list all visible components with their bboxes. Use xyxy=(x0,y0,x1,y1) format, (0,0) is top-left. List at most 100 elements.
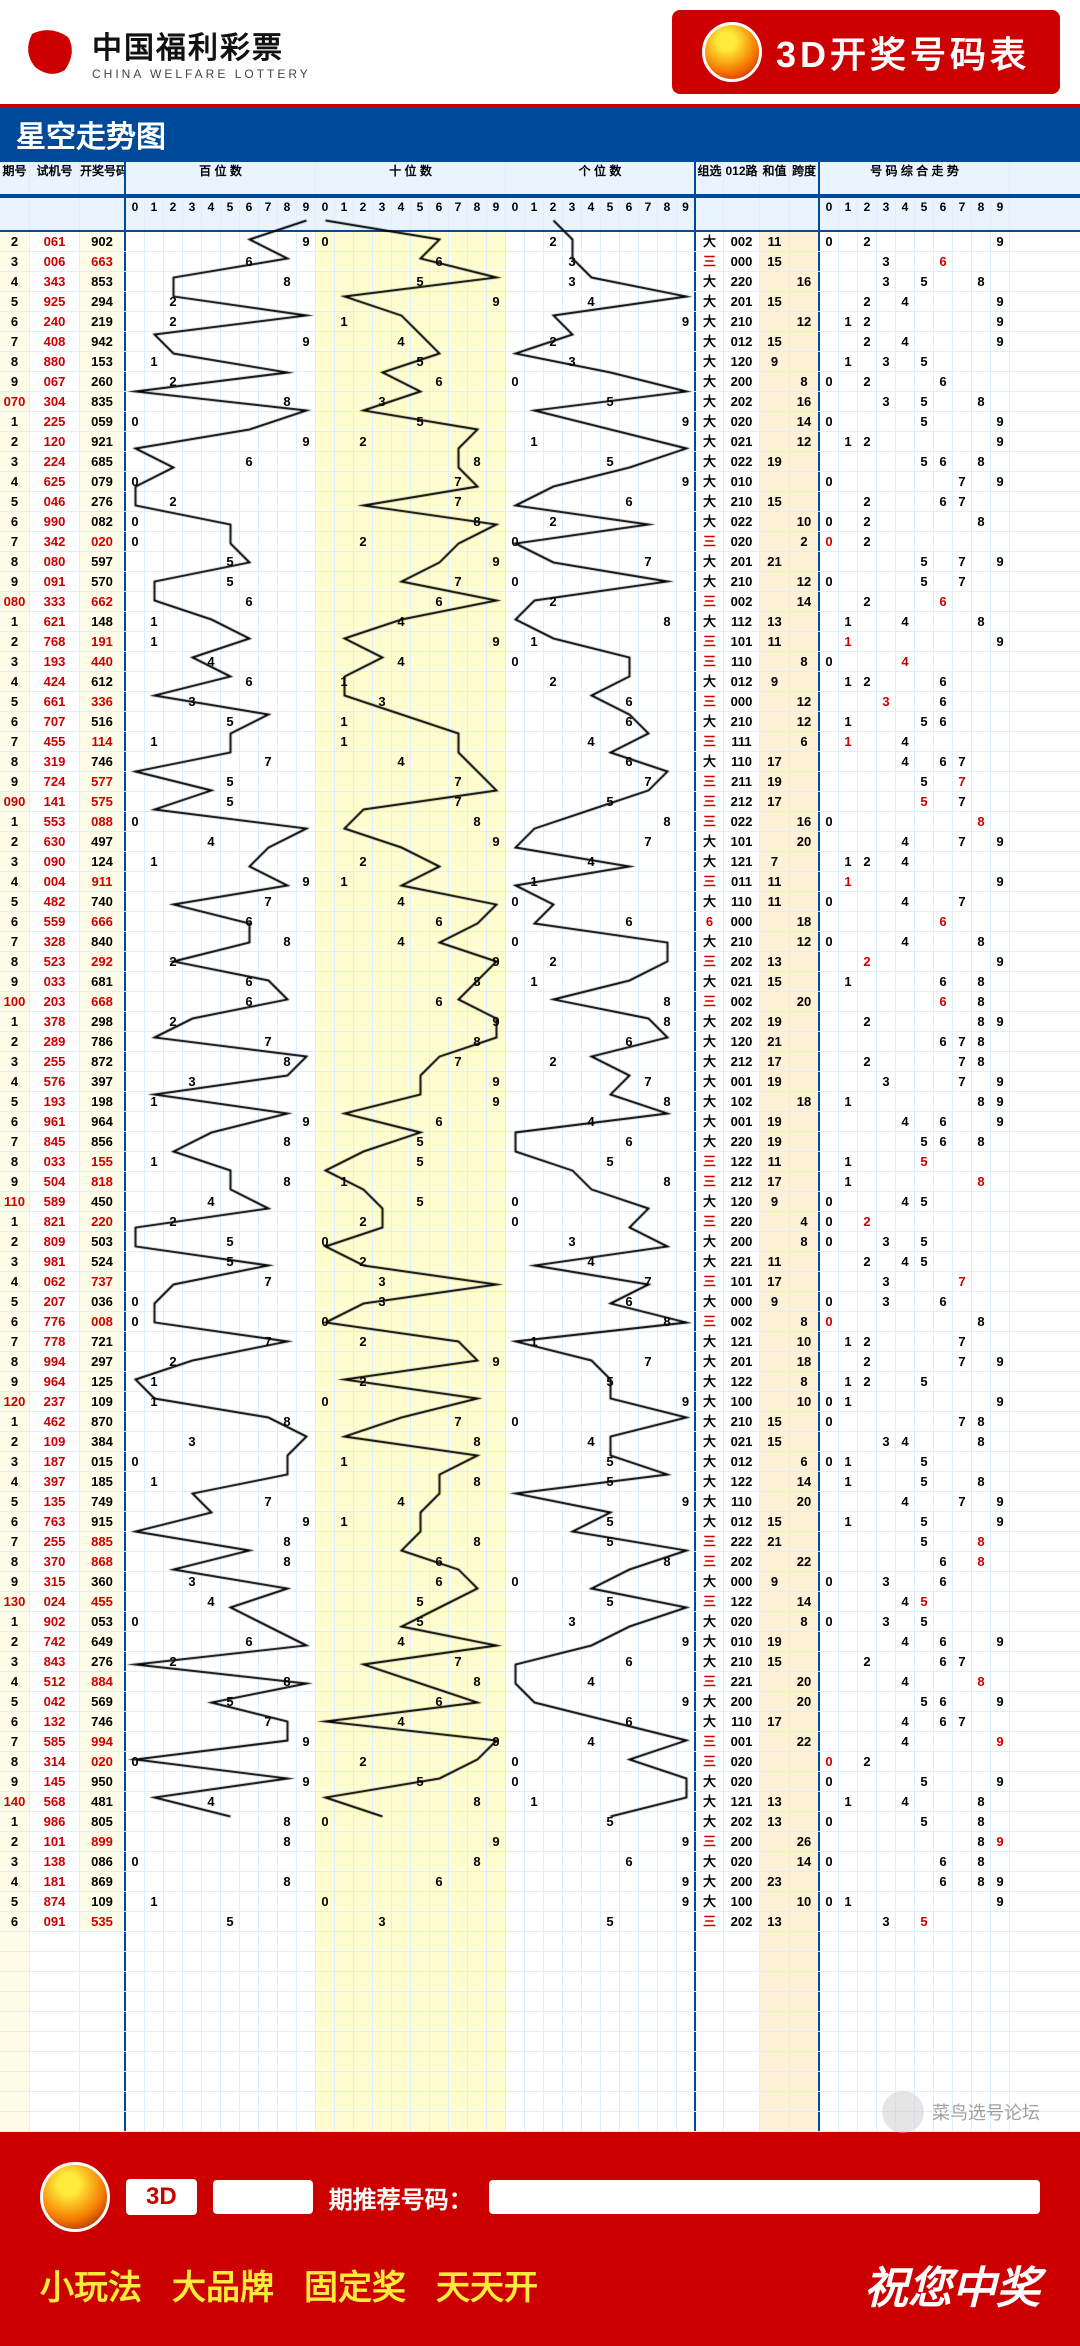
table-row: 5925294294大20115249 xyxy=(0,292,1080,312)
table-row: 7408942942大01215249 xyxy=(0,332,1080,352)
table-row: 1462870870大21015078 xyxy=(0,1412,1080,1432)
table-row: 3981524524大22111245 xyxy=(0,1252,1080,1272)
table-row: 7455114114三111614 xyxy=(0,732,1080,752)
table-row: 9315360360大0009036 xyxy=(0,1572,1080,1592)
table-row: 3224685685大02219568 xyxy=(0,452,1080,472)
table-row: 5135749749大11020479 xyxy=(0,1492,1080,1512)
table-row: 9091570570大21012057 xyxy=(0,572,1080,592)
table-row: 65596666666000186 xyxy=(0,912,1080,932)
table-row: 130024455455三1221445 xyxy=(0,1592,1080,1612)
footer-3d-icon xyxy=(40,2162,110,2232)
col-shi-group: 十 位 数 xyxy=(316,162,506,194)
table-row: 9724577577三2111957 xyxy=(0,772,1080,792)
table-row: 4343853853大22016358 xyxy=(0,272,1080,292)
table-row: 070304835835大20216358 xyxy=(0,392,1080,412)
table-row: 7342020020三020202 xyxy=(0,532,1080,552)
table-row: 1553088088三0221608 xyxy=(0,812,1080,832)
logo-title-zh: 中国福利彩票 xyxy=(92,23,311,67)
slogan: 小玩法 大品牌 固定奖 天天开 xyxy=(40,2260,538,2309)
table-row: 6763915915大01215159 xyxy=(0,1512,1080,1532)
logo-title-en: CHINA WELFARE LOTTERY xyxy=(92,67,311,81)
table-row: 1986805805大20213058 xyxy=(0,1812,1080,1832)
3d-ball-icon xyxy=(702,22,762,82)
table-row: 3138086086大02014068 xyxy=(0,1852,1080,1872)
table-row: 100203668668三0022068 xyxy=(0,992,1080,1012)
page-header: 中国福利彩票 CHINA WELFARE LOTTERY 3D开奖号码表 xyxy=(0,0,1080,108)
table-row: 2101899899三2002689 xyxy=(0,1832,1080,1852)
table-row: 2768191191三1011119 xyxy=(0,632,1080,652)
table-row: 140568481481大12113148 xyxy=(0,1792,1080,1812)
table-row: 6990082082大02210028 xyxy=(0,512,1080,532)
table-row: 4625079079大010079 xyxy=(0,472,1080,492)
watermark-icon xyxy=(882,2091,924,2133)
table-row: 8370868868三2022268 xyxy=(0,1552,1080,1572)
logo-block: 中国福利彩票 CHINA WELFARE LOTTERY xyxy=(20,22,311,82)
col-kuadu: 跨度 xyxy=(790,162,820,194)
col-draw: 开奖号码 xyxy=(80,162,126,194)
table-row: 5046276276大21015267 xyxy=(0,492,1080,512)
table-row: 8994297297大20118279 xyxy=(0,1352,1080,1372)
table-row: 2630497497大10120479 xyxy=(0,832,1080,852)
table-row: 7585994994三0012249 xyxy=(0,1732,1080,1752)
table-row: 7778721721大12110127 xyxy=(0,1332,1080,1352)
table-row: 4004911911三0111119 xyxy=(0,872,1080,892)
table-row: 7845856856大22019568 xyxy=(0,1132,1080,1152)
table-row: 6707516516大21012156 xyxy=(0,712,1080,732)
footer-top: 3D 期推荐号码： xyxy=(40,2162,1040,2232)
wish-text: 祝您中奖 xyxy=(864,2252,1040,2316)
table-row: 3187015015大0126015 xyxy=(0,1452,1080,1472)
table-row: 1378298298大20219289 xyxy=(0,1012,1080,1032)
table-row: 3006663663三0001536 xyxy=(0,252,1080,272)
digit-header-row: 0123456789012345678901234567890123456789 xyxy=(0,196,1080,232)
table-row: 5193198198大10218189 xyxy=(0,1092,1080,1112)
table-row: 8314020020三02002 xyxy=(0,1752,1080,1772)
table-row: 8080597597大20121579 xyxy=(0,552,1080,572)
table-row: 2061902902大00211029 xyxy=(0,232,1080,252)
table-row: 2809503503大2008035 xyxy=(0,1232,1080,1252)
table-row: 3193440440三110804 xyxy=(0,652,1080,672)
table-row: 4512884884三2212048 xyxy=(0,1672,1080,1692)
col-zux: 组选 xyxy=(696,162,724,194)
title-block: 3D开奖号码表 xyxy=(672,10,1060,94)
table-row: 8033155155三1221115 xyxy=(0,1152,1080,1172)
issue-input-box[interactable] xyxy=(213,2180,313,2214)
col-hezhi: 和值 xyxy=(760,162,790,194)
table-row: 4181869869大20023689 xyxy=(0,1872,1080,1892)
col-zonghe-group: 号 码 综 合 走 势 xyxy=(820,162,1010,194)
table-row: 6132746746大11017467 xyxy=(0,1712,1080,1732)
table-row: 6240219219大21012129 xyxy=(0,312,1080,332)
col-lu: 012路 xyxy=(724,162,760,194)
table-row: 110589450450大1209045 xyxy=(0,1192,1080,1212)
table-row: 9033681681大02115168 xyxy=(0,972,1080,992)
rec-numbers-box[interactable] xyxy=(489,2180,1040,2214)
table-row: 2289786786大12021678 xyxy=(0,1032,1080,1052)
lottery-logo-icon xyxy=(20,22,80,82)
table-row: 5874109109大10010019 xyxy=(0,1892,1080,1912)
table-row: 5042569569大20020569 xyxy=(0,1692,1080,1712)
table-row: 5661336336三0001236 xyxy=(0,692,1080,712)
table-row: 120237109109大10010019 xyxy=(0,1392,1080,1412)
table-row: 8319746746大11017467 xyxy=(0,752,1080,772)
table-row: 2120921921大02112129 xyxy=(0,432,1080,452)
col-qi: 期号 xyxy=(0,162,30,194)
table-row: 090141575575三2121757 xyxy=(0,792,1080,812)
table-row: 1621148148大11213148 xyxy=(0,612,1080,632)
pill-3d: 3D xyxy=(126,2179,197,2215)
header-row: 期号 试机号 开奖号码 百 位 数 十 位 数 个 位 数 组选 012路 和值… xyxy=(0,160,1080,196)
col-shiji: 试机号 xyxy=(30,162,80,194)
table-row: 080333662662三0021426 xyxy=(0,592,1080,612)
rec-label: 期推荐号码： xyxy=(329,2180,473,2215)
page-footer: 3D 期推荐号码： 小玩法 大品牌 固定奖 天天开 祝您中奖 xyxy=(0,2132,1080,2346)
table-row: 7328840840大21012048 xyxy=(0,932,1080,952)
table-row: 3843276276大21015267 xyxy=(0,1652,1080,1672)
table-row: 6961964964大00119469 xyxy=(0,1112,1080,1132)
col-bai-group: 百 位 数 xyxy=(126,162,316,194)
table-row: 6776008008三002808 xyxy=(0,1312,1080,1332)
table-row: 4062737737三1011737 xyxy=(0,1272,1080,1292)
table-row: 1902053053大0208035 xyxy=(0,1612,1080,1632)
watermark: 菜鸟选号论坛 xyxy=(882,2091,1040,2133)
chart-title: 星空走势图 xyxy=(0,108,1080,160)
table-row: 4424612612大0129126 xyxy=(0,672,1080,692)
table-row: 9145950950大020059 xyxy=(0,1772,1080,1792)
table-row: 9964125125大1228125 xyxy=(0,1372,1080,1392)
